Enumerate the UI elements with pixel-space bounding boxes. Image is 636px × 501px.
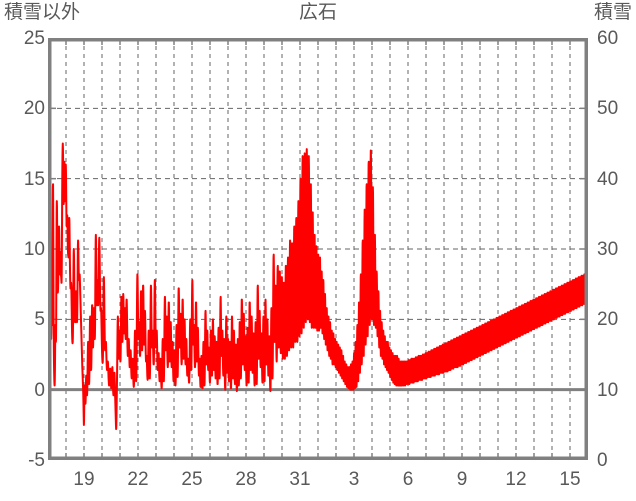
left-axis-title: 積雪以外 bbox=[4, 2, 81, 23]
x-axis-tick-9: 15 bbox=[559, 469, 581, 490]
chart-title: 広石 bbox=[298, 2, 337, 23]
x-axis-tick-7: 9 bbox=[456, 469, 468, 490]
x-axis-tick-4: 31 bbox=[289, 469, 311, 490]
x-axis-tick-5: 3 bbox=[348, 469, 360, 490]
right-axis-tick-30: 30 bbox=[597, 239, 619, 260]
snow-series-line bbox=[48, 142, 588, 431]
x-axis-tick-0: 19 bbox=[73, 469, 95, 490]
right-axis-tick-50: 50 bbox=[597, 98, 619, 120]
right-axis-tick-20: 20 bbox=[597, 309, 619, 331]
right-axis-tick-40: 40 bbox=[597, 168, 619, 190]
x-axis-tick-8: 12 bbox=[505, 469, 527, 490]
x-axis-tick-3: 28 bbox=[235, 469, 257, 490]
x-axis-tick-1: 22 bbox=[127, 469, 149, 490]
right-axis-tick-60: 60 bbox=[597, 28, 619, 49]
left-axis-tick--5: -5 bbox=[28, 450, 45, 471]
x-axis-tick-6: 6 bbox=[402, 469, 414, 490]
left-axis-tick-20: 20 bbox=[23, 98, 45, 120]
x-axis-tick-2: 25 bbox=[181, 469, 203, 490]
right-axis-tick-0: 0 bbox=[597, 450, 608, 471]
plot-area bbox=[48, 38, 588, 460]
left-axis-tick-10: 10 bbox=[23, 239, 45, 260]
left-axis-tick-25: 25 bbox=[23, 28, 45, 49]
right-axis-tick-10: 10 bbox=[597, 379, 619, 401]
left-axis-tick-5: 5 bbox=[34, 309, 45, 331]
right-axis-title: 積雪 bbox=[593, 2, 632, 23]
line-chart-svg bbox=[48, 38, 588, 460]
plot-frame bbox=[48, 38, 588, 460]
left-axis-tick-0: 0 bbox=[34, 379, 45, 401]
left-axis-tick-15: 15 bbox=[23, 168, 45, 190]
